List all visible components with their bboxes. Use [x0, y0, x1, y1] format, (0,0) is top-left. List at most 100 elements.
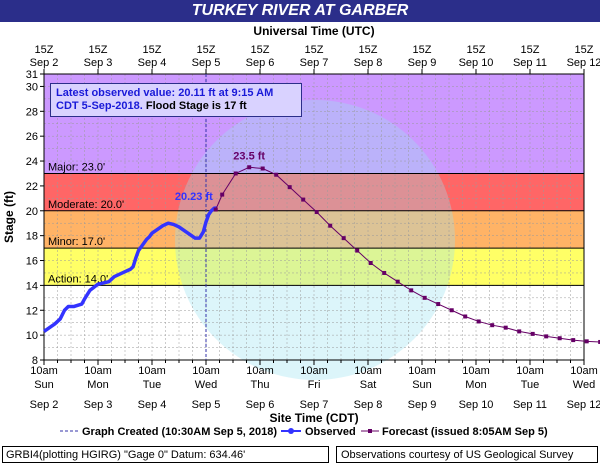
- forecast-point: [476, 319, 481, 324]
- forecast-point: [544, 334, 549, 339]
- x-tick-day: Sat: [360, 379, 377, 391]
- top-tick-time: 15Z: [35, 44, 54, 56]
- x-tick-date: Sep 4: [138, 399, 167, 411]
- forecast-point: [598, 339, 600, 344]
- x-tick-day: Tue: [143, 379, 162, 391]
- noaa-watermark: [175, 100, 455, 380]
- x-tick-date: Sep 7: [300, 399, 329, 411]
- latest-observation-date: CDT 5-Sep-2018.: [56, 100, 143, 112]
- x-tick-date: Sep 5: [192, 399, 221, 411]
- forecast-point: [287, 185, 292, 190]
- top-tick-time: 15Z: [89, 44, 108, 56]
- forecast-point: [260, 166, 265, 171]
- forecast-point: [463, 314, 468, 319]
- x-tick-date: Sep 8: [354, 399, 383, 411]
- forecast-point: [301, 197, 306, 202]
- legend-created-label: Graph Created (10:30AM Sep 5, 2018): [82, 426, 277, 438]
- top-tick-date: Sep 12: [567, 57, 600, 69]
- forecast-point: [233, 171, 238, 176]
- x-tick-date: Sep 10: [459, 399, 494, 411]
- top-tick-date: Sep 3: [84, 57, 113, 69]
- forecast-point: [530, 331, 535, 336]
- threshold-label-moderate: Moderate: 20.0': [48, 199, 124, 211]
- y-tick-label: 12: [26, 305, 38, 317]
- top-tick-date: Sep 4: [138, 57, 167, 69]
- top-tick-date: Sep 5: [192, 57, 221, 69]
- legend-observed-label: Observed: [305, 426, 356, 438]
- y-tick-label: 16: [26, 256, 38, 268]
- x-tick-day: Thu: [251, 379, 270, 391]
- top-tick-date: Sep 11: [513, 57, 547, 69]
- top-tick-time: 15Z: [575, 44, 594, 56]
- x-tick-time: 10am: [246, 365, 274, 377]
- forecast-point: [220, 192, 225, 197]
- legend-forecast-marker: [368, 429, 372, 433]
- x-tick-day: Mon: [87, 379, 108, 391]
- observed-series: [43, 206, 218, 333]
- top-tick-time: 15Z: [197, 44, 216, 56]
- x-tick-time: 10am: [138, 365, 166, 377]
- forecast-point: [409, 288, 414, 293]
- x-tick-date: Sep 11: [513, 399, 547, 411]
- forecast-point: [274, 172, 279, 177]
- forecast-point: [584, 339, 589, 344]
- x-tick-day: Wed: [573, 379, 595, 391]
- x-tick-day: Sun: [34, 379, 54, 391]
- y-tick-label: 30: [26, 81, 38, 93]
- forecast-series: [215, 166, 600, 343]
- top-tick-date: Sep 9: [408, 57, 437, 69]
- top-tick-time: 15Z: [251, 44, 270, 56]
- forecast-point: [368, 261, 373, 266]
- forecast-point: [247, 165, 252, 170]
- x-tick-time: 10am: [30, 365, 58, 377]
- x-tick-time: 10am: [462, 365, 490, 377]
- forecast-point: [341, 236, 346, 241]
- top-tick-date: Sep 2: [30, 57, 59, 69]
- forecast-point: [355, 248, 360, 253]
- observed-peak-label: 20.23 ft: [175, 191, 213, 203]
- top-tick-time: 15Z: [359, 44, 378, 56]
- x-tick-time: 10am: [516, 365, 544, 377]
- x-tick-time: 10am: [570, 365, 598, 377]
- forecast-point: [395, 279, 400, 284]
- forecast-point: [314, 210, 319, 215]
- forecast-peak-label: 23.5 ft: [233, 150, 265, 162]
- y-tick-label: 18: [26, 231, 38, 243]
- y-tick-label: 26: [26, 131, 38, 143]
- forecast-point: [557, 336, 562, 341]
- threshold-label-action: Action: 14.0': [48, 273, 108, 285]
- forecast-point: [213, 207, 218, 212]
- x-tick-date: Sep 12: [567, 399, 600, 411]
- y-tick-label: 14: [26, 280, 38, 292]
- x-tick-day: Tue: [521, 379, 540, 391]
- forecast-point: [328, 223, 333, 228]
- hydrograph-chart: Major: 23.0' Moderate: 20.0' Minor: 17.0' A…: [2, 24, 600, 438]
- x-tick-date: Sep 2: [30, 399, 59, 411]
- threshold-label-major: Major: 23.0': [48, 161, 105, 173]
- x-tick-day: Fri: [308, 379, 321, 391]
- x-tick-day: Sun: [412, 379, 432, 391]
- forecast-point: [571, 338, 576, 343]
- x-tick-time: 10am: [84, 365, 112, 377]
- top-tick-date: Sep 7: [300, 57, 329, 69]
- x-tick-day: Mon: [465, 379, 486, 391]
- x-tick-date: Sep 9: [408, 399, 437, 411]
- x-tick-time: 10am: [408, 365, 436, 377]
- top-tick-date: Sep 10: [459, 57, 494, 69]
- legend-forecast-label: Forecast (issued 8:05AM Sep 5): [382, 426, 548, 438]
- top-tick-date: Sep 6: [246, 57, 275, 69]
- top-axis-title: Universal Time (UTC): [253, 24, 374, 38]
- x-axis-title: Site Time (CDT): [269, 411, 358, 425]
- x-tick-day: Wed: [195, 379, 217, 391]
- top-tick-time: 15Z: [467, 44, 486, 56]
- forecast-point: [503, 325, 508, 330]
- threshold-label-minor: Minor: 17.0': [48, 236, 105, 248]
- latest-observation-box: Latest observed value: 20.11 ft at 9:15 …: [50, 83, 302, 117]
- x-tick-time: 10am: [192, 365, 220, 377]
- top-tick-time: 15Z: [521, 44, 540, 56]
- flood-band-minor: [44, 210, 584, 249]
- forecast-point: [422, 295, 427, 300]
- y-axis-title: Stage (ft): [2, 191, 16, 243]
- forecast-point: [449, 308, 454, 313]
- y-tick-label: 10: [26, 330, 38, 342]
